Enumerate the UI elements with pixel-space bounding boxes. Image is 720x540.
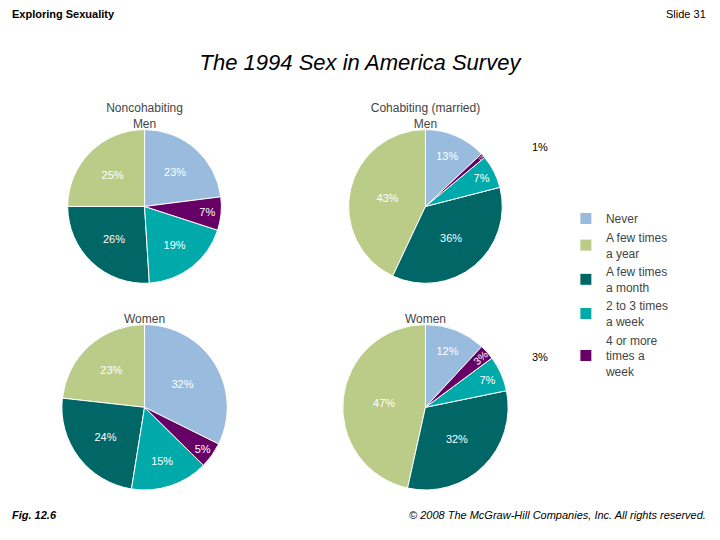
svg-text:3%: 3% — [532, 351, 548, 363]
svg-text:5%: 5% — [195, 443, 211, 455]
svg-text:4 or moretimes aweek: 4 or moretimes aweek — [605, 334, 658, 379]
svg-text:7%: 7% — [199, 206, 215, 218]
svg-text:23%: 23% — [100, 364, 122, 376]
svg-text:A few timesa month: A few timesa month — [606, 265, 667, 295]
svg-text:Fig. 12.6: Fig. 12.6 — [12, 509, 57, 521]
svg-text:3%: 3% — [472, 349, 491, 367]
svg-text:32%: 32% — [446, 433, 468, 445]
svg-text:Never: Never — [606, 212, 638, 226]
svg-text:NoncohabitingMen: NoncohabitingMen — [106, 101, 183, 131]
svg-text:Slide 31: Slide 31 — [666, 8, 706, 20]
svg-text:7%: 7% — [474, 172, 490, 184]
svg-text:Women: Women — [405, 312, 446, 326]
svg-text:A few timesa year: A few timesa year — [606, 231, 667, 261]
svg-text:15%: 15% — [151, 455, 173, 467]
svg-text:7%: 7% — [479, 374, 495, 386]
svg-text:1%: 1% — [532, 141, 548, 153]
svg-text:Women: Women — [124, 312, 165, 326]
svg-text:23%: 23% — [164, 166, 186, 178]
svg-text:12%: 12% — [436, 345, 458, 357]
svg-text:32%: 32% — [171, 378, 193, 390]
svg-text:43%: 43% — [376, 192, 398, 204]
svg-text:26%: 26% — [103, 233, 125, 245]
svg-text:47%: 47% — [373, 397, 395, 409]
svg-text:2 to 3 timesa week: 2 to 3 timesa week — [606, 299, 668, 329]
svg-text:25%: 25% — [102, 169, 124, 181]
svg-text:13%: 13% — [436, 150, 458, 162]
svg-text:36%: 36% — [440, 232, 462, 244]
svg-text:© 2008 The McGraw-Hill Compani: © 2008 The McGraw-Hill Companies, Inc. A… — [409, 509, 706, 521]
svg-text:1%: 1% — [478, 154, 485, 161]
svg-text:The 1994 Sex in America Survey: The 1994 Sex in America Survey — [200, 50, 523, 75]
svg-text:24%: 24% — [94, 431, 116, 443]
svg-text:19%: 19% — [164, 239, 186, 251]
svg-text:Cohabiting (married)Men: Cohabiting (married)Men — [371, 101, 480, 131]
svg-text:Exploring Sexuality: Exploring Sexuality — [12, 8, 115, 20]
